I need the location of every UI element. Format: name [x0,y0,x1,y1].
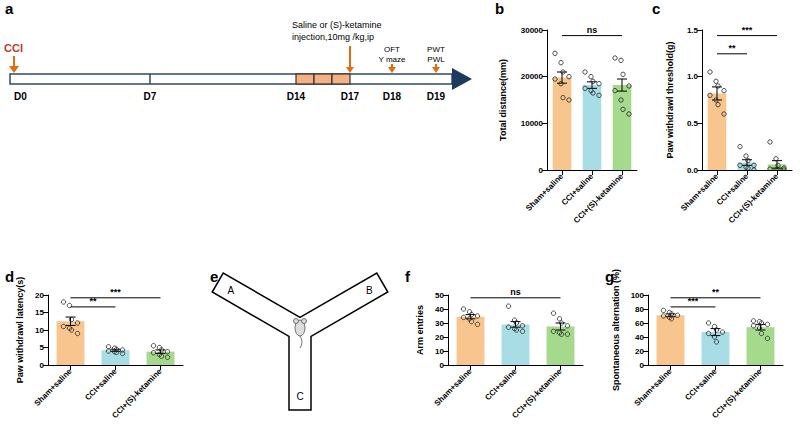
svg-text:CCI+(S)-ketamine: CCI+(S)-ketamine [710,366,764,420]
svg-text:30000: 30000 [521,26,544,35]
svg-text:f: f [405,268,411,285]
svg-text:1.5: 1.5 [687,26,699,35]
svg-text:0: 0 [40,361,45,370]
svg-text:20: 20 [435,333,444,342]
svg-text:D18: D18 [383,91,402,102]
svg-text:**: ** [728,43,736,53]
svg-text:Sham+saline: Sham+saline [433,366,474,407]
svg-text:***: *** [742,25,753,35]
svg-text:CCI+(S)-ketamine: CCI+(S)-ketamine [572,171,626,225]
svg-text:0: 0 [539,166,544,175]
svg-text:Paw withdrawl latency(s): Paw withdrawl latency(s) [15,277,25,384]
svg-text:D17: D17 [341,91,360,102]
svg-text:10: 10 [35,326,44,335]
svg-text:20: 20 [635,347,644,356]
svg-text:CCI+saline: CCI+saline [683,366,719,402]
svg-text:c: c [652,0,660,17]
svg-text:CCI: CCI [4,42,23,54]
svg-text:***: *** [110,287,121,297]
svg-text:e: e [210,268,218,285]
svg-text:a: a [5,0,14,17]
svg-text:g: g [605,268,614,285]
svg-text:D14: D14 [287,91,306,102]
svg-text:Sham+saline: Sham+saline [33,366,74,407]
svg-text:60: 60 [635,319,644,328]
svg-text:Y maze: Y maze [379,55,407,64]
svg-text:PWL: PWL [427,55,445,64]
svg-text:Spontaneous alternation (%): Spontaneous alternation (%) [611,269,621,391]
svg-text:d: d [5,268,14,285]
svg-text:CCI+(S)-ketamine: CCI+(S)-ketamine [727,171,781,225]
svg-text:PWT: PWT [427,45,445,54]
svg-text:30: 30 [435,319,444,328]
svg-text:CCI+saline: CCI+saline [714,171,751,208]
svg-text:0.5: 0.5 [687,119,699,128]
svg-text:**: ** [712,287,720,297]
svg-text:CCI+(S)-ketamine: CCI+(S)-ketamine [510,366,564,420]
svg-text:Saline or (S)-ketamine: Saline or (S)-ketamine [292,20,382,30]
svg-text:B: B [366,285,373,296]
svg-text:OFT: OFT [384,45,400,54]
svg-text:100: 100 [631,291,645,300]
svg-text:C: C [296,391,303,402]
svg-text:CCI+(S)-ketamine: CCI+(S)-ketamine [110,366,164,420]
svg-text:50: 50 [435,291,444,300]
svg-text:Arm entries: Arm entries [415,305,425,355]
svg-text:0: 0 [640,361,645,370]
svg-text:CCI+saline: CCI+saline [83,366,119,402]
svg-text:Sham+saline: Sham+saline [679,171,720,212]
svg-text:D19: D19 [427,91,446,102]
svg-text:CCI+saline: CCI+saline [483,366,519,402]
svg-text:Sham+saline: Sham+saline [524,171,565,212]
svg-text:ns: ns [587,25,598,35]
svg-text:0.0: 0.0 [687,166,699,175]
svg-text:D0: D0 [14,91,27,102]
svg-text:ns: ns [510,287,521,297]
svg-text:5: 5 [40,343,45,352]
svg-text:10: 10 [435,347,444,356]
svg-text:40: 40 [635,333,644,342]
svg-text:A: A [227,285,234,296]
svg-text:0: 0 [440,361,445,370]
svg-text:80: 80 [635,305,644,314]
svg-text:15: 15 [35,308,44,317]
svg-text:Total distance(mm): Total distance(mm) [498,59,508,141]
svg-text:20000: 20000 [521,72,544,81]
svg-text:b: b [495,0,504,17]
svg-text:D7: D7 [144,91,157,102]
svg-text:40: 40 [435,305,444,314]
svg-text:CCI+saline: CCI+saline [559,171,596,208]
svg-text:10000: 10000 [521,119,544,128]
svg-text:Sham+saline: Sham+saline [633,366,674,407]
svg-text:20: 20 [35,291,44,300]
svg-text:1.0: 1.0 [687,72,699,81]
svg-text:Paw withdrawl threshold(g): Paw withdrawl threshold(g) [665,41,675,158]
svg-text:injection,10mg /kg,ip: injection,10mg /kg,ip [292,32,374,42]
